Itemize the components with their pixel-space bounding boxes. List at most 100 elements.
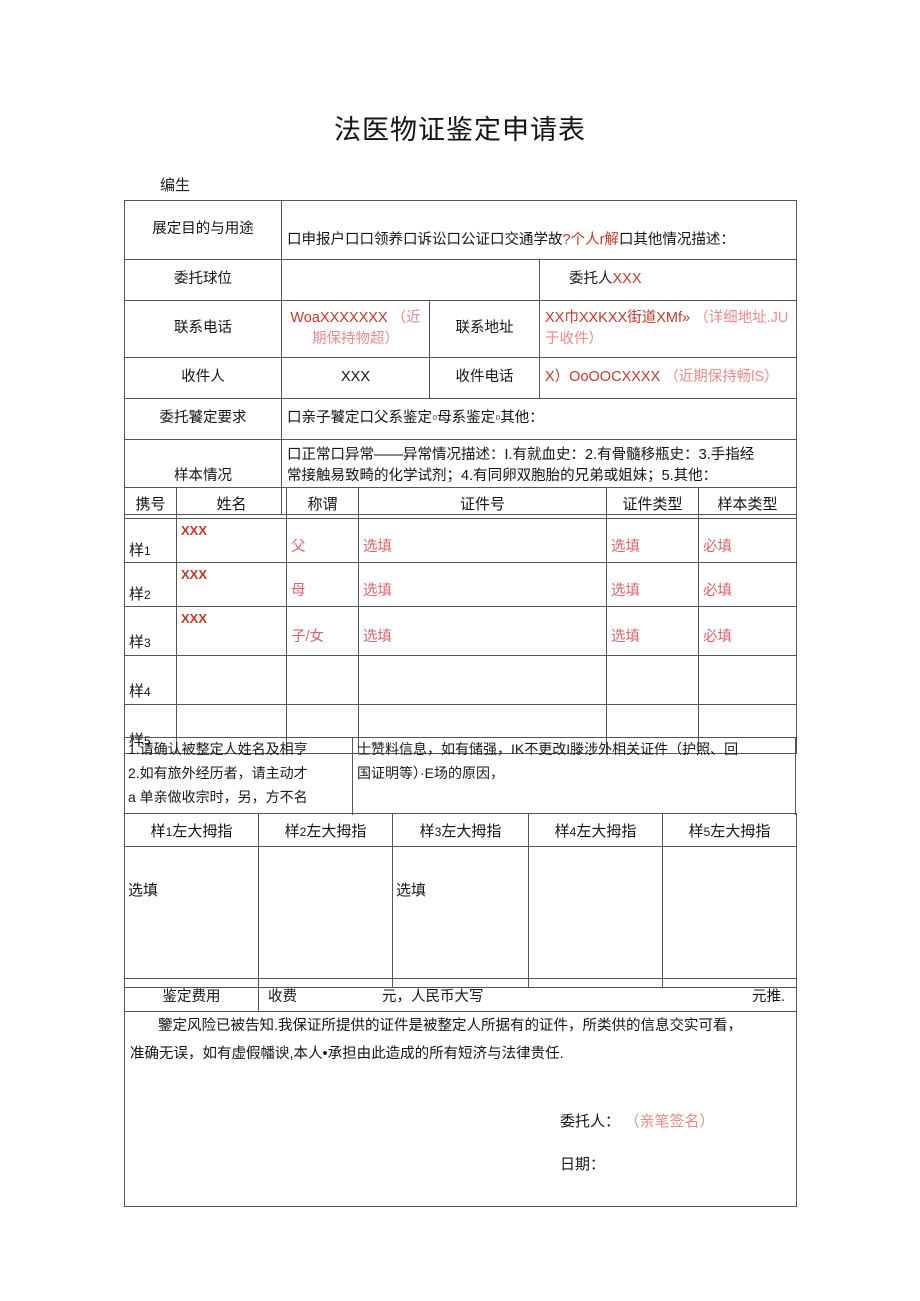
sample-id-type-cell[interactable]: 选填 [606, 562, 699, 607]
fee-label: 鉴定费用 [124, 978, 259, 1012]
entrust-person-cell: 委托人XXX [539, 259, 797, 301]
fee-unit-end: 元推. [751, 989, 785, 1005]
fingerprint-box[interactable] [662, 846, 797, 988]
row-prefix: 样 [129, 542, 145, 559]
fingerprint-body-row: 选填 选填 [124, 846, 797, 988]
appraisal-request-options[interactable]: 口亲子饕定口父系鉴定▫母系鉴定▫其他： [281, 398, 797, 440]
fingerprint-header: 样4左大拇指 [528, 813, 663, 847]
sample-type: 必填 [703, 539, 732, 555]
sample-type-cell[interactable]: 必填 [698, 606, 797, 656]
fingerprint-table: 样1左大拇指 样2左大拇指 样3左大拇指 样4左大拇指 样5左大拇指 选填 选填 [124, 813, 797, 988]
sample-name-cell[interactable]: XXX [176, 562, 287, 607]
sample-id-no-cell[interactable]: 选填 [358, 562, 607, 607]
contact-address-value-cell[interactable]: XX巾XXKXX街道XMf» （详细地址.JU于收件） [539, 300, 797, 358]
row-prefix: 样 [129, 683, 145, 700]
fp-suffix: 左大拇指 [576, 822, 637, 840]
row-prefix: 样 [129, 634, 145, 651]
declaration-row: 鑒定风险已被告知.我保证所提供的证件是被整定人所据有的证件，所类供的信息交实可看… [124, 1011, 797, 1207]
recipient-phone-note: （近期保持畅lS） [664, 369, 779, 386]
sample-type: 必填 [703, 583, 732, 599]
recipient-value[interactable]: XXX [281, 357, 430, 399]
signature-block: 委托人： （亲笔签名） 日期： [130, 1110, 791, 1174]
sample-type-cell[interactable]: 必填 [698, 518, 797, 563]
contact-phone-value: WoaXXXXXXX [290, 309, 388, 326]
fee-value-cell[interactable]: 收费 元，人民币大写 元推. [258, 978, 797, 1012]
sample-relation: 父 [291, 539, 306, 555]
entrust-person-value[interactable]: XXX [612, 271, 642, 288]
row-index: 2 [144, 588, 151, 602]
fp-index: 2 [299, 824, 307, 839]
fp-suffix: 左大拇指 [172, 822, 233, 840]
fee-unit-capital: 元，人民币大写 [382, 989, 484, 1005]
fee-charge-label: 收费 [268, 989, 297, 1005]
sample-id-type-cell[interactable] [606, 655, 699, 705]
sample-name-cell[interactable] [176, 704, 287, 754]
sample-table: 携号 姓名 称谓 证件号 证件类型 样本类型 样1 XXX 父 选填 选填 必填… [124, 487, 797, 754]
fingerprint-box[interactable]: 选填 [124, 846, 259, 988]
fp-suffix: 左大拇指 [710, 822, 771, 840]
table-row: 委托球位 委托人XXX [124, 259, 797, 301]
fee-declaration-table: 鉴定费用 收费 元，人民币大写 元推. 鑒定风险已被告知.我保证所提供的证件是被… [124, 978, 797, 1207]
col-header-name: 姓名 [176, 487, 287, 519]
sample-name: XXX [181, 523, 208, 538]
purpose-label: 展定目的与用途 [124, 200, 282, 260]
sample-type-cell[interactable]: 必填 [698, 562, 797, 607]
table-row: 样4 [124, 655, 797, 705]
fingerprint-box[interactable]: 选填 [392, 846, 529, 988]
sample-status-line2: 常接触易致畸的化学试剂；4.有同卵双胞胎的兄弟或姐妹；5.其他： [287, 468, 718, 485]
sample-row-number: 样4 [124, 655, 177, 705]
sample-relation-cell[interactable]: 父 [286, 518, 359, 563]
sample-name-cell[interactable]: XXX [176, 606, 287, 656]
appraisal-request-label: 委托饕定要求 [124, 398, 282, 440]
fp-index: 4 [569, 824, 577, 839]
sample-relation-cell[interactable]: 母 [286, 562, 359, 607]
fp-index: 1 [165, 824, 173, 839]
fp-prefix: 样 [150, 822, 166, 840]
notes-section: 1.请确认被整定人姓名及相亨 2.如有旅外经历者，请主动才 a 单亲做收宗时，另… [124, 737, 796, 815]
purpose-options-after: 口其他情况描述： [618, 232, 735, 249]
contact-address-value: XX巾XXKXX街道XMf» [545, 309, 691, 326]
sample-name-cell[interactable]: XXX [176, 518, 287, 563]
sample-status-line1: 口正常口异常——异常情况描述：I.有就血史：2.有骨髓移瓶史：3.手指经 [287, 447, 755, 463]
fp-index: 3 [434, 824, 442, 839]
sample-relation-cell[interactable] [286, 655, 359, 705]
sample-type-cell[interactable] [698, 704, 797, 754]
fingerprint-header: 样3左大拇指 [392, 813, 529, 847]
notes-left-column: 1.请确认被整定人姓名及相亨 2.如有旅外经历者，请主动才 a 单亲做收宗时，另… [125, 738, 353, 815]
fee-row: 鉴定费用 收费 元，人民币大写 元推. [124, 978, 797, 1012]
contact-phone-note: （近期保持物超） [312, 309, 421, 347]
recipient-phone-value-cell[interactable]: X）OoOOCXXXX （近期保持畅lS） [539, 357, 797, 399]
col-header-id-type: 证件类型 [606, 487, 699, 519]
sample-id-no-cell[interactable] [358, 704, 607, 754]
sample-row-number: 样5 [124, 704, 177, 754]
table-row: 联系电话 WoaXXXXXXX （近期保持物超） 联系地址 XX巾XXKXX街道… [124, 300, 797, 358]
fingerprint-box[interactable] [528, 846, 663, 988]
row-prefix: 样 [129, 586, 145, 603]
sample-id-no-cell[interactable]: 选填 [358, 606, 607, 656]
purpose-options-before: 口申报户口口领养口诉讼口公证口交通学故 [287, 232, 563, 249]
fingerprint-box[interactable] [258, 846, 393, 988]
entrust-unit-value[interactable] [281, 259, 540, 301]
sample-id-no-cell[interactable]: 选填 [358, 518, 607, 563]
sample-name: XXX [181, 567, 208, 582]
sample-relation-cell[interactable] [286, 704, 359, 754]
recipient-label: 收件人 [124, 357, 282, 399]
sample-id-type-cell[interactable] [606, 704, 699, 754]
sample-relation-cell[interactable]: 子/女 [286, 606, 359, 656]
sample-id-type-cell[interactable]: 选填 [606, 606, 699, 656]
row-prefix: 样 [129, 732, 145, 749]
purpose-options-highlight: ?个人r解 [562, 232, 619, 249]
table-row: 委托饕定要求 口亲子饕定口父系鉴定▫母系鉴定▫其他： [124, 398, 797, 440]
purpose-options-cell: 口申报户口口领养口诉讼口公证口交通学故?个人r解口其他情况描述： [281, 200, 797, 260]
sample-type-cell[interactable] [698, 655, 797, 705]
sample-id-type: 选填 [611, 539, 640, 555]
sample-type: 必填 [703, 629, 732, 645]
sample-name-cell[interactable] [176, 655, 287, 705]
sample-id-no-cell[interactable] [358, 655, 607, 705]
contact-phone-value-cell[interactable]: WoaXXXXXXX （近期保持物超） [281, 300, 430, 358]
sample-id-type-cell[interactable]: 选填 [606, 518, 699, 563]
signer-note[interactable]: （亲笔签名） [632, 1112, 715, 1130]
date-label[interactable]: 日期： [560, 1155, 606, 1173]
sample-table-header-row: 携号 姓名 称谓 证件号 证件类型 样本类型 [124, 487, 797, 519]
